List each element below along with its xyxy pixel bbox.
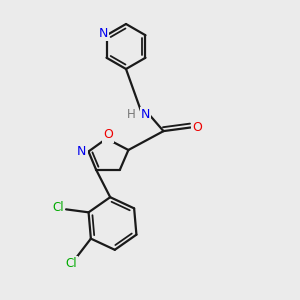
Text: Cl: Cl bbox=[53, 201, 64, 214]
Text: N: N bbox=[77, 145, 87, 158]
Text: N: N bbox=[99, 27, 108, 40]
Text: O: O bbox=[192, 121, 202, 134]
Text: N: N bbox=[141, 107, 150, 121]
Text: Cl: Cl bbox=[66, 257, 77, 270]
Text: O: O bbox=[103, 128, 113, 142]
Text: H: H bbox=[127, 107, 136, 121]
